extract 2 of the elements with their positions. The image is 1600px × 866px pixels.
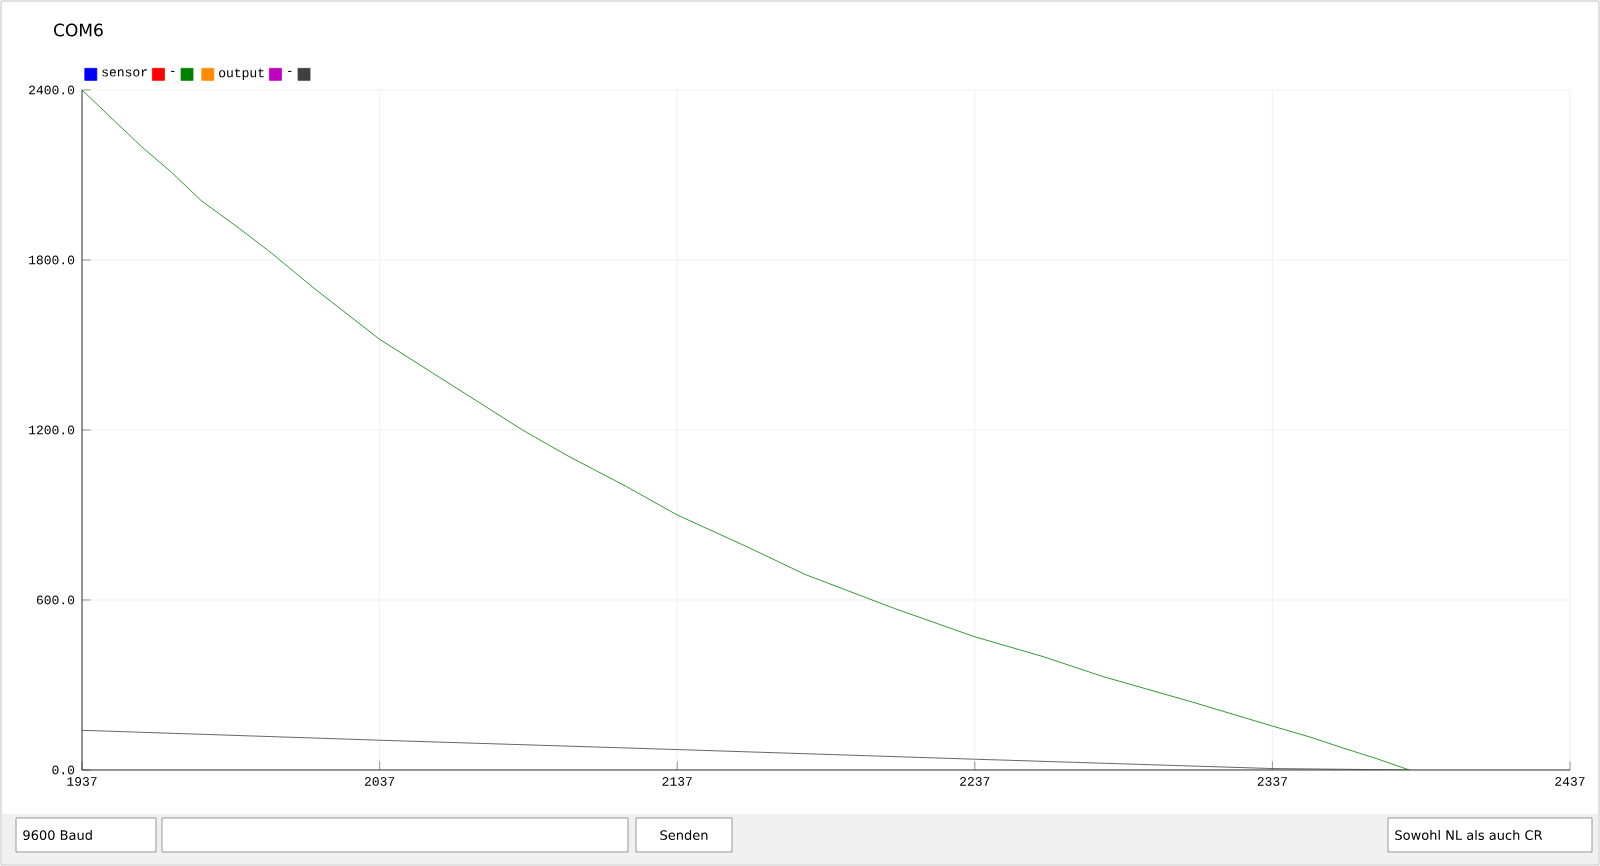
line-series <box>82 729 1410 770</box>
chart-title: COM6 <box>54 23 103 37</box>
